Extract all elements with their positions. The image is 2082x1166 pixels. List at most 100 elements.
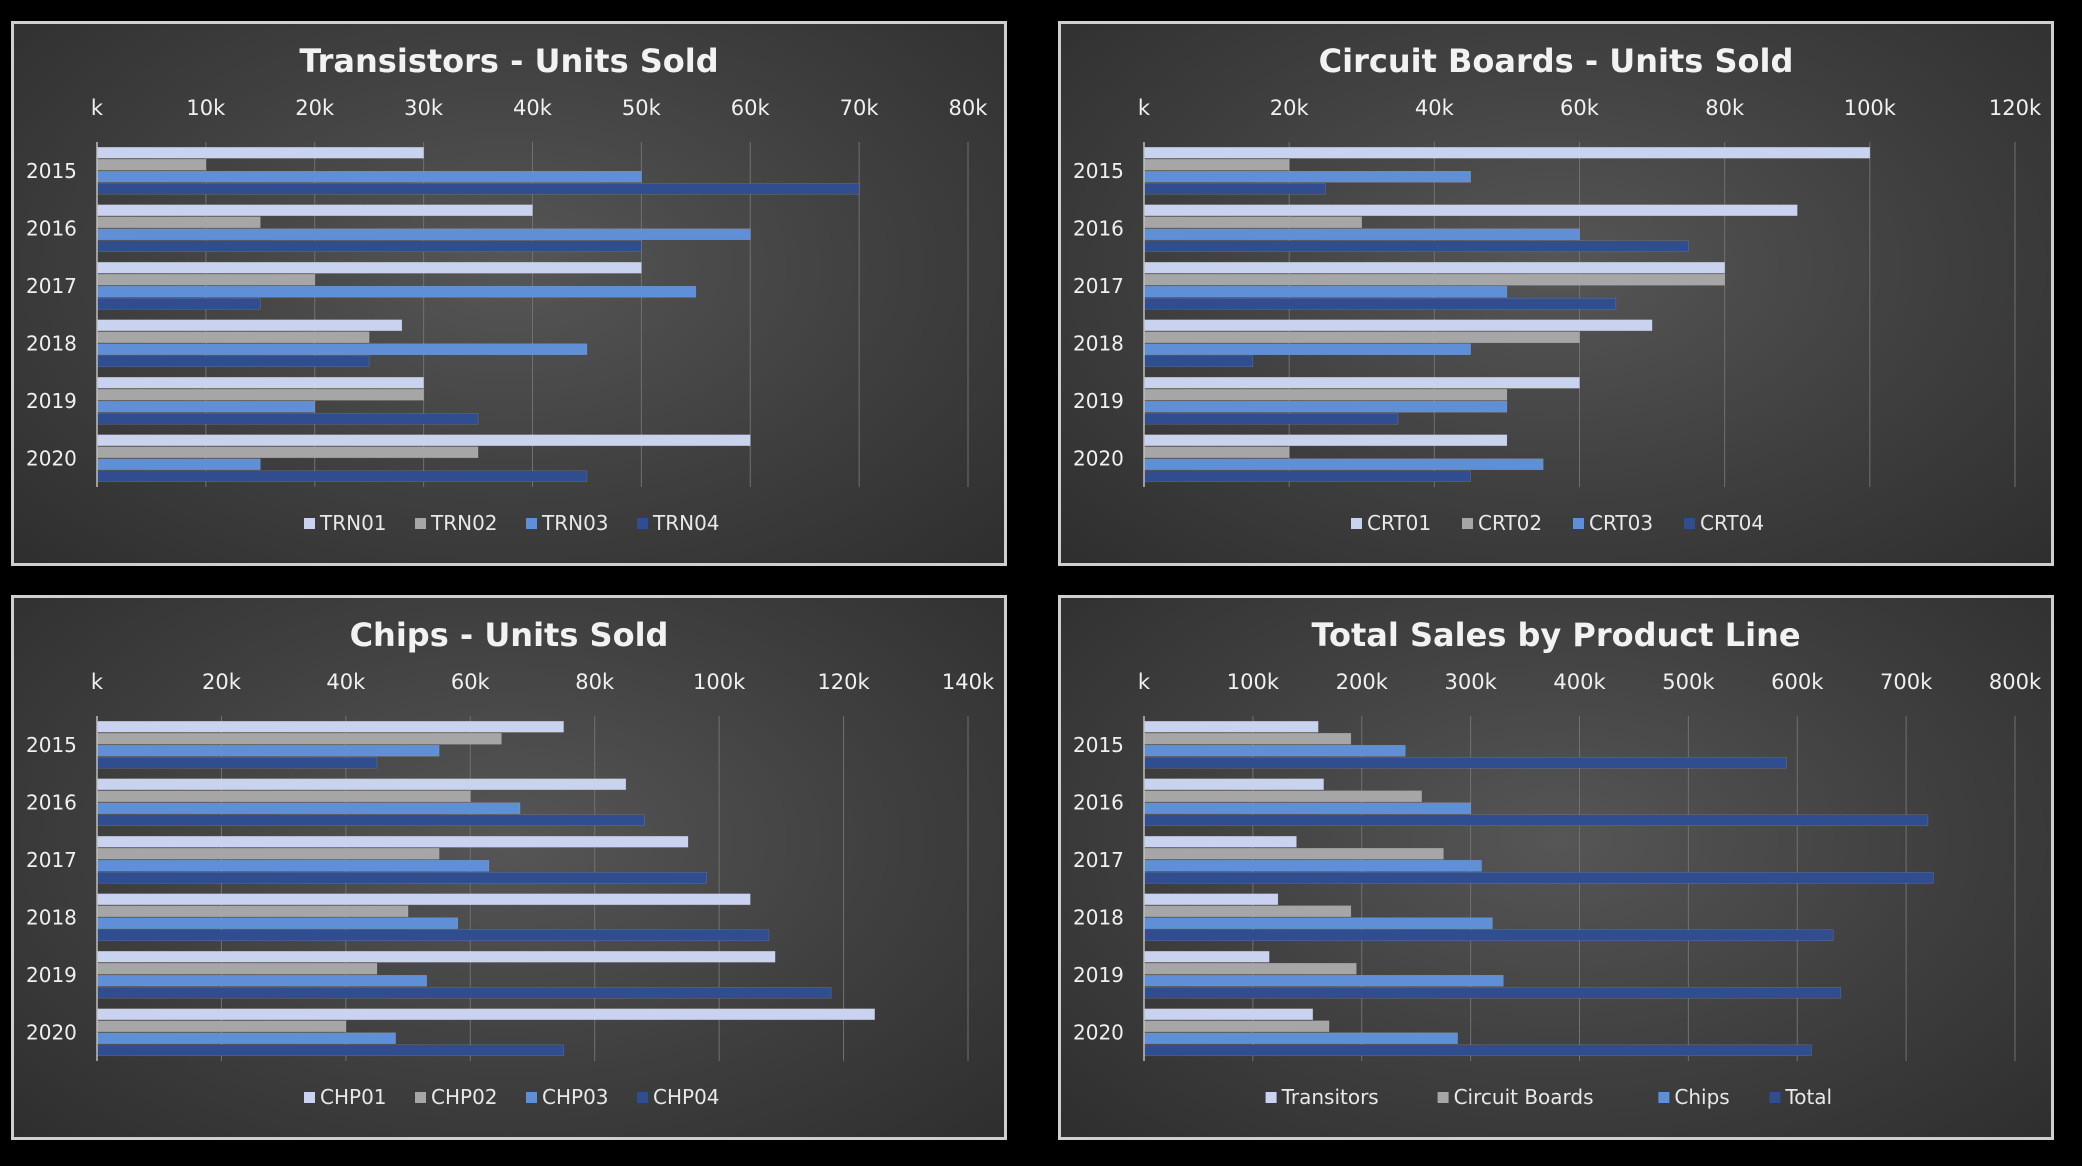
legend-swatch: [304, 518, 315, 529]
x-tick-label: 80k: [1705, 96, 1745, 120]
bar: [96, 261, 642, 274]
bar: [1143, 814, 1929, 827]
bar: [96, 929, 770, 942]
bar: [1143, 355, 1254, 368]
bar: [1143, 297, 1617, 310]
y-category-label: 2016: [1073, 216, 1124, 240]
bar: [1143, 720, 1319, 733]
bar: [1143, 146, 1871, 159]
bar: [96, 1032, 396, 1045]
chart-title: Transistors - Units Sold: [299, 42, 718, 80]
bar: [96, 204, 533, 217]
legend-label: CHP03: [542, 1085, 609, 1109]
legend-label: CRT02: [1478, 511, 1542, 535]
y-category-label: 2020: [26, 446, 77, 470]
bar: [96, 974, 428, 987]
bar: [1143, 1008, 1314, 1021]
bar: [1143, 802, 1471, 815]
y-category-label: 2020: [1073, 446, 1124, 470]
bar: [1143, 446, 1290, 459]
legend-swatch: [526, 1092, 537, 1103]
bar: [96, 273, 316, 286]
legend-swatch: [1658, 1092, 1670, 1103]
y-category-label: 2016: [26, 216, 77, 240]
y-category-label: 2018: [1073, 331, 1124, 355]
chart-title: Chips - Units Sold: [350, 616, 669, 654]
y-category-label: 2015: [26, 159, 77, 183]
chart-total-sales: Total Sales by Product Line k 100k 200k 300k…: [1073, 616, 2042, 1109]
y-category-label: 2020: [1073, 1020, 1124, 1044]
legend-label: CRT03: [1589, 511, 1653, 535]
bar: [1143, 1032, 1458, 1045]
chart-transistors: Transistors - Units Sold k 10k 20k 30k 40k 50k…: [26, 42, 989, 535]
bar: [96, 240, 642, 253]
bar: [1143, 343, 1471, 356]
bar: [96, 1008, 875, 1021]
bar: [1143, 790, 1422, 803]
bar: [1143, 847, 1444, 860]
bar: [1143, 1020, 1330, 1033]
legend-label: CHP01: [320, 1085, 387, 1109]
x-tick-label: 70k: [840, 96, 880, 120]
x-tick-label: 80k: [949, 96, 989, 120]
bar: [96, 297, 261, 310]
bar: [1143, 319, 1653, 332]
x-tick-label: 40k: [1415, 96, 1455, 120]
bar: [1143, 756, 1787, 769]
x-tick-label: 60k: [1560, 96, 1600, 120]
bar: [96, 790, 471, 803]
legend-label: TRN04: [652, 511, 720, 535]
y-category-label: 2018: [1073, 905, 1124, 929]
bar: [1143, 158, 1290, 171]
legend-swatch: [1437, 1092, 1449, 1103]
legend-label: CRT01: [1367, 511, 1431, 535]
legend-swatch: [1769, 1092, 1781, 1103]
bar: [96, 835, 689, 848]
bar: [96, 756, 378, 769]
bar: [1143, 458, 1544, 471]
bar: [96, 355, 370, 368]
bar: [1143, 240, 1689, 253]
bar: [1143, 182, 1326, 195]
x-tick-label: 30k: [404, 96, 444, 120]
bar: [1143, 950, 1270, 963]
bar: [1143, 778, 1324, 791]
x-tick-label: 200k: [1336, 670, 1389, 694]
x-tick-label: 120k: [817, 670, 870, 694]
x-tick-label: 400k: [1553, 670, 1606, 694]
legend-label: Circuit Boards: [1454, 1085, 1594, 1109]
y-category-label: 2015: [1073, 733, 1124, 757]
legend-swatch: [415, 518, 426, 529]
x-tick-label: 20k: [1270, 96, 1310, 120]
bar: [1143, 905, 1352, 918]
bar: [1143, 744, 1406, 757]
y-category-label: 2016: [26, 790, 77, 814]
legend-swatch: [1684, 518, 1695, 529]
bar: [1143, 273, 1725, 286]
bar: [96, 158, 207, 171]
bar: [1143, 917, 1493, 930]
bar: [96, 950, 776, 963]
y-category-label: 2017: [26, 274, 77, 298]
x-tick-label: 40k: [326, 670, 366, 694]
y-category-label: 2017: [1073, 848, 1124, 872]
legend-swatch: [415, 1092, 426, 1103]
y-category-label: 2017: [26, 848, 77, 872]
x-tick-label: 700k: [1880, 670, 1933, 694]
bar: [96, 917, 459, 930]
x-tick-label: 500k: [1662, 670, 1715, 694]
chart-chips: Chips - Units Sold k 20k 40k 60k 80k 100k 120k 1…: [26, 616, 995, 1109]
x-tick-label: k: [1138, 96, 1151, 120]
legend-swatch: [637, 1092, 648, 1103]
legend-swatch: [526, 518, 537, 529]
x-tick-label: 40k: [513, 96, 553, 120]
legend-label: CHP04: [653, 1085, 720, 1109]
bar: [96, 859, 490, 872]
x-tick-label: k: [1138, 670, 1151, 694]
bar: [96, 802, 521, 815]
bar: [1143, 216, 1363, 229]
bar: [96, 400, 316, 413]
bar: [1143, 388, 1508, 401]
y-category-label: 2017: [1073, 274, 1124, 298]
chart-circuit-boards: Circuit Boards - Units Sold k 20k 40k 60k 80k…: [1073, 42, 2042, 535]
